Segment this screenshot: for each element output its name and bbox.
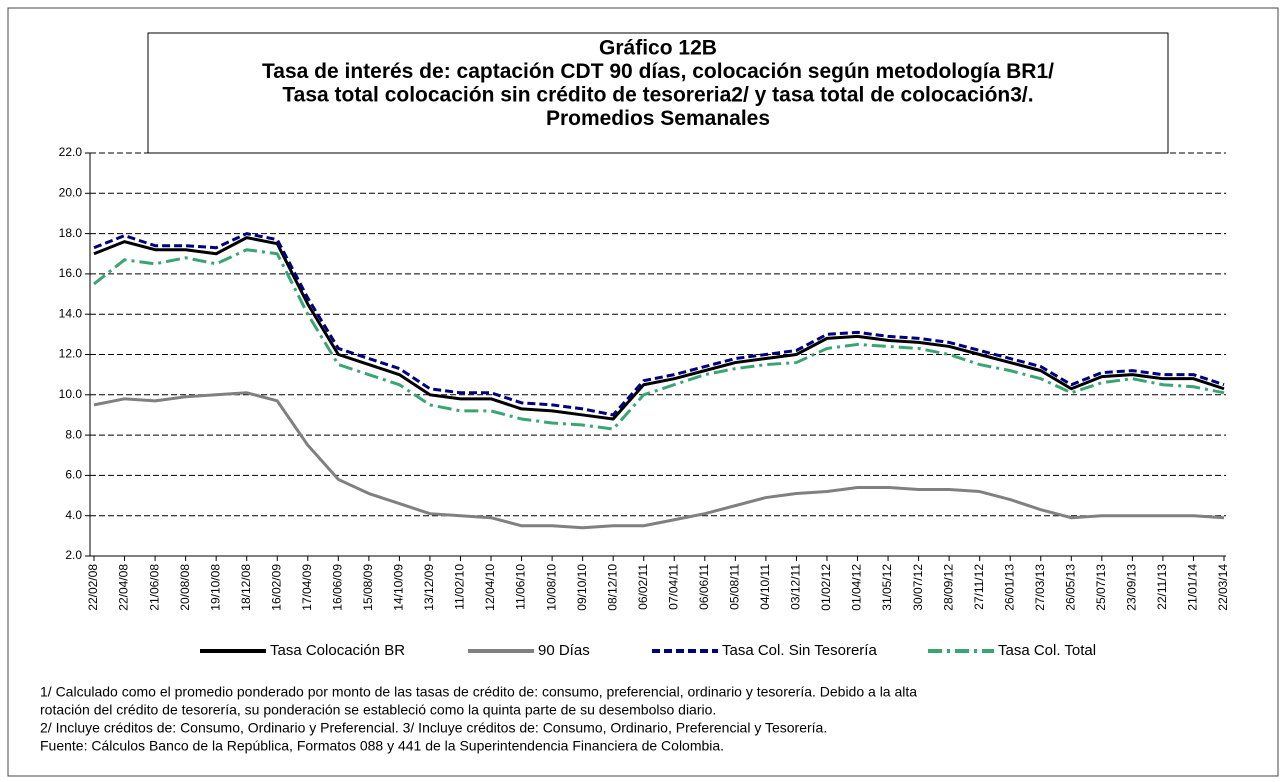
y-tick-label: 10.0: [59, 387, 83, 401]
x-tick-label: 26/01/13: [1002, 564, 1016, 611]
chart-title: Tasa de interés de: captación CDT 90 día…: [262, 60, 1054, 83]
x-tick-label: 23/09/13: [1125, 564, 1139, 611]
y-tick-label: 4.0: [65, 508, 82, 522]
x-tick-label: 11/06/10: [514, 564, 528, 610]
x-tick-label: 07/04/11: [666, 564, 680, 610]
x-tick-label: 22/02/08: [86, 564, 100, 611]
x-tick-label: 22/03/14: [1216, 564, 1230, 611]
y-tick-label: 6.0: [65, 468, 82, 482]
x-tick-label: 01/02/12: [819, 564, 833, 611]
footnote: 2/ Incluye créditos de: Consumo, Ordinar…: [40, 720, 827, 736]
series-line: [93, 391, 1225, 530]
x-tick-label: 28/09/12: [941, 564, 955, 611]
x-tick-label: 14/10/09: [392, 564, 406, 611]
x-tick-label: 21/01/14: [1186, 564, 1200, 611]
x-tick-label: 22/11/13: [1155, 564, 1169, 610]
series-line: [93, 248, 1225, 431]
x-tick-label: 16/02/09: [269, 564, 283, 611]
x-tick-label: 18/12/08: [239, 564, 253, 611]
x-tick-label: 06/06/11: [697, 564, 711, 610]
x-tick-label: 27/11/12: [972, 564, 986, 610]
x-tick-label: 31/05/12: [880, 564, 894, 611]
y-tick-label: 18.0: [59, 226, 83, 240]
x-tick-label: 19/10/08: [208, 564, 222, 611]
x-tick-label: 04/10/11: [758, 564, 772, 610]
series-line: [93, 232, 1225, 417]
y-tick-label: 2.0: [65, 548, 82, 562]
y-tick-label: 22.0: [59, 145, 83, 159]
chart-title: Promedios Semanales: [546, 107, 770, 130]
x-tick-label: 09/10/10: [575, 564, 589, 611]
x-tick-label: 20/08/08: [178, 564, 192, 611]
footnote: rotación del crédito de tesorería, su po…: [40, 702, 716, 718]
frame: [7, 7, 1279, 777]
x-tick-label: 05/08/11: [728, 564, 742, 610]
title-box: [147, 32, 1169, 154]
legend-label: 90 Días: [538, 642, 590, 659]
y-tick-label: 8.0: [65, 427, 82, 441]
y-tick-label: 12.0: [59, 347, 83, 361]
y-tick-label: 14.0: [59, 306, 83, 320]
x-tick-label: 11/02/10: [453, 564, 467, 610]
x-tick-label: 16/06/09: [330, 564, 344, 611]
legend-label: Tasa Col. Total: [998, 642, 1096, 659]
x-tick-label: 01/04/12: [850, 564, 864, 611]
x-tick-label: 08/12/10: [605, 564, 619, 611]
y-tick-label: 20.0: [59, 185, 83, 199]
chart-title: Tasa total colocación sin crédito de tes…: [282, 84, 1033, 107]
chart-title: Gráfico 12B: [599, 37, 717, 60]
footnote: 1/ Calculado como el promedio ponderado …: [40, 684, 917, 700]
legend-label: Tasa Colocación BR: [270, 642, 405, 659]
x-tick-label: 17/04/09: [300, 564, 314, 611]
x-tick-label: 26/05/13: [1063, 564, 1077, 611]
x-tick-label: 13/12/09: [422, 564, 436, 611]
x-tick-label: 12/04/10: [483, 564, 497, 611]
x-tick-label: 22/04/08: [117, 564, 131, 611]
x-tick-label: 10/08/10: [544, 564, 558, 611]
x-tick-label: 27/03/13: [1033, 564, 1047, 611]
x-tick-label: 03/12/11: [789, 564, 803, 610]
x-tick-label: 15/08/09: [361, 564, 375, 611]
legend-label: Tasa Col. Sin Tesorería: [722, 642, 877, 659]
x-tick-label: 25/07/13: [1094, 564, 1108, 611]
x-tick-label: 06/02/11: [636, 564, 650, 610]
series-line: [93, 236, 1225, 421]
x-tick-label: 30/07/12: [911, 564, 925, 611]
x-tick-label: 21/06/08: [147, 564, 161, 611]
y-tick-label: 16.0: [59, 266, 83, 280]
footnote: Fuente: Cálculos Banco de la República, …: [40, 738, 724, 754]
